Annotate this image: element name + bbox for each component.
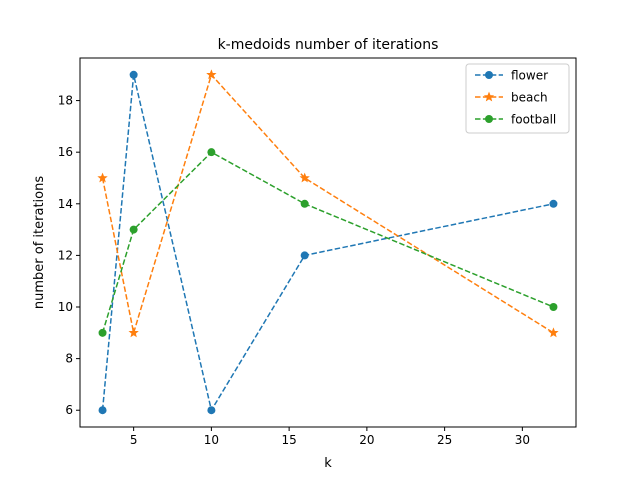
data-point-beach: [206, 69, 217, 80]
y-tick-label: 8: [65, 352, 73, 366]
x-tick-label: 30: [515, 433, 530, 447]
data-point-flower: [129, 70, 138, 79]
data-point-football: [98, 328, 107, 337]
series-football: [98, 148, 558, 337]
legend-marker-football: [485, 115, 493, 123]
legend: flower beach football: [465, 63, 570, 134]
data-point-football: [300, 199, 309, 208]
data-point-flower: [98, 406, 107, 415]
series-layer: [97, 69, 559, 415]
y-tick-label: 10: [58, 300, 73, 314]
x-tick-label: 20: [359, 433, 374, 447]
x-tick-label: 25: [437, 433, 452, 447]
y-tick-label: 6: [65, 403, 73, 417]
legend-label-football: football: [511, 113, 556, 127]
legend-label-beach: beach: [511, 91, 548, 105]
x-axis-label: k: [324, 456, 332, 471]
data-point-football: [549, 303, 558, 312]
series-flower: [98, 70, 558, 415]
legend-marker-beach: [483, 91, 495, 102]
y-tick-label: 12: [58, 248, 73, 262]
y-tick-label: 14: [58, 197, 73, 211]
data-point-beach: [548, 327, 559, 338]
y-tick-label: 16: [58, 145, 73, 159]
y-axis-label: number of iterations: [32, 176, 47, 309]
x-axis: 5 10 15 20 25 30: [130, 427, 530, 447]
chart-title: k-medoids number of iterations: [218, 37, 439, 53]
data-point-beach: [299, 172, 310, 183]
data-point-flower: [549, 199, 558, 208]
data-point-football: [129, 225, 138, 234]
data-point-flower: [300, 251, 309, 260]
x-tick-label: 15: [281, 433, 296, 447]
data-point-flower: [207, 406, 216, 415]
y-axis: 6 8 10 12 14 16 18: [58, 94, 80, 417]
x-tick-label: 10: [204, 433, 219, 447]
legend-box: [465, 63, 570, 134]
plot-area: [79, 57, 577, 428]
data-point-beach: [128, 327, 139, 338]
x-tick-label: 5: [130, 433, 138, 447]
legend-marker-flower: [485, 71, 493, 79]
legend-label-flower: flower: [511, 69, 548, 83]
data-point-football: [207, 148, 216, 157]
series-beach: [97, 69, 559, 338]
y-tick-label: 18: [58, 94, 73, 108]
data-point-beach: [97, 172, 108, 183]
